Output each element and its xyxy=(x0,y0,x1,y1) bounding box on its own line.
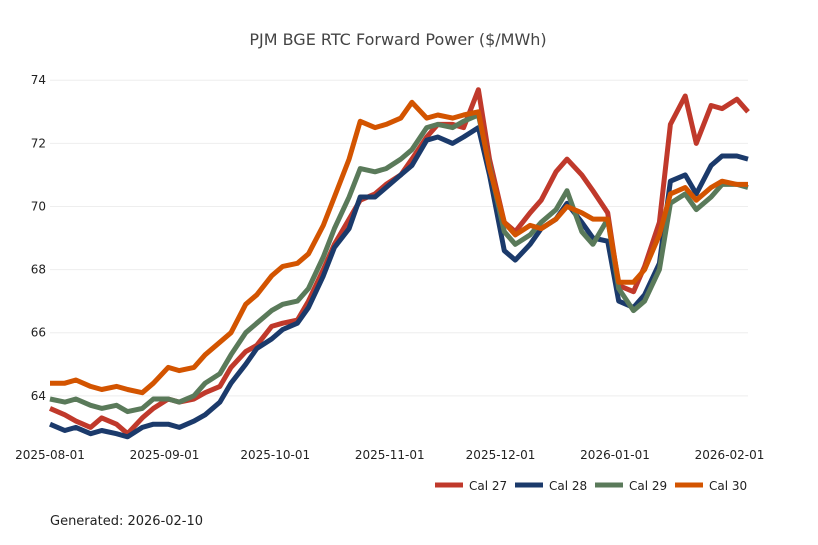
series-lines xyxy=(49,87,750,440)
x-tick-label: 2026-01-01 xyxy=(580,448,650,462)
x-tick-label: 2025-12-01 xyxy=(466,448,536,462)
y-tick-label: 72 xyxy=(31,136,46,150)
legend-label: Cal 29 xyxy=(629,479,667,493)
x-tick-label: 2025-09-01 xyxy=(130,448,200,462)
grid xyxy=(50,79,748,397)
series-line-cal-30 xyxy=(50,99,748,396)
legend-label: Cal 27 xyxy=(469,479,507,493)
y-tick-label: 66 xyxy=(31,326,46,340)
legend-label: Cal 28 xyxy=(549,479,587,493)
generated-note: Generated: 2026-02-10 xyxy=(50,514,203,529)
series-line-cal-28 xyxy=(49,125,749,440)
y-tick-label: 64 xyxy=(31,389,46,403)
x-axis: 2025-08-01 2025-09-01 2025-10-01 2025-11-01… xyxy=(15,448,764,462)
y-tick-label: 70 xyxy=(31,199,46,213)
y-axis: 64 66 68 70 72 74 xyxy=(31,73,46,403)
x-tick-label: 2025-11-01 xyxy=(355,448,425,462)
y-tick-label: 68 xyxy=(31,263,46,277)
x-tick-label: 2025-10-01 xyxy=(240,448,310,462)
x-tick-label: 2025-08-01 xyxy=(15,448,85,462)
x-tick-label: 2026-02-01 xyxy=(695,448,765,462)
series-line-cal-29 xyxy=(49,112,749,415)
y-tick-label: 74 xyxy=(31,73,46,87)
chart-title: PJM BGE RTC Forward Power ($/MWh) xyxy=(249,30,546,49)
legend: Cal 27 Cal 28 Cal 29 Cal 30 xyxy=(435,479,747,493)
legend-label: Cal 30 xyxy=(709,479,747,493)
